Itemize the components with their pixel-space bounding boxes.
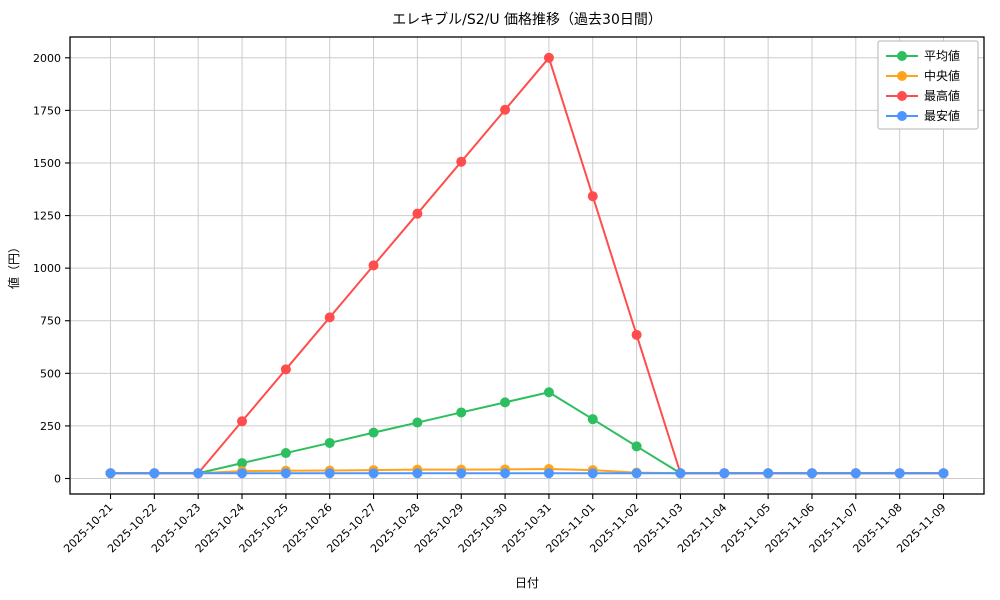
y-tick-label: 1500 — [33, 157, 61, 170]
series-point-min — [719, 468, 730, 479]
series-point-average — [280, 448, 291, 459]
series-point-min — [894, 468, 905, 479]
chart-plot-area: 0250500750100012501500175020002025-10-21… — [33, 36, 985, 555]
series-point-min — [850, 468, 861, 479]
x-axis-label: 日付 — [515, 576, 539, 590]
series-point-min — [456, 468, 467, 479]
series-point-min — [237, 468, 248, 479]
y-tick-label: 1750 — [33, 104, 61, 117]
legend-marker-min — [897, 111, 907, 121]
y-axis-label: 値（円） — [6, 241, 21, 289]
y-tick-label: 500 — [40, 367, 61, 380]
series-point-min — [149, 468, 160, 479]
y-tick-label: 750 — [40, 315, 61, 328]
series-point-max — [543, 52, 554, 63]
series-point-max — [456, 156, 467, 167]
series-point-max — [324, 312, 335, 323]
series-point-min — [587, 468, 598, 479]
series-point-max — [500, 104, 511, 115]
y-tick-label: 2000 — [33, 52, 61, 65]
series-point-min — [193, 468, 204, 479]
series-point-max — [280, 364, 291, 375]
series-point-min — [806, 468, 817, 479]
legend-marker-max — [897, 91, 907, 101]
legend-label-min: 最安値 — [924, 108, 960, 123]
series-point-average — [237, 458, 248, 469]
series-point-max — [368, 260, 379, 271]
series-point-min — [324, 468, 335, 479]
y-tick-label: 250 — [40, 420, 61, 433]
series-point-min — [368, 468, 379, 479]
legend-label-max: 最高値 — [924, 88, 960, 103]
series-line-max — [110, 56, 944, 475]
legend-box — [877, 40, 979, 130]
series-point-max — [412, 208, 423, 219]
series-point-max — [237, 416, 248, 427]
plot-border — [69, 36, 985, 495]
series-point-min — [763, 468, 774, 479]
series-point-min — [675, 468, 686, 479]
series-point-average — [500, 397, 511, 408]
series-point-max — [587, 191, 598, 202]
legend-label-median: 中央値 — [924, 68, 960, 83]
series-point-average — [631, 441, 642, 452]
series-point-average — [412, 417, 423, 428]
y-tick-label: 1250 — [33, 210, 61, 223]
legend-marker-median — [897, 71, 907, 81]
series-point-max — [631, 329, 642, 340]
chart-title: エレキブル/S2/U 価格推移（過去30日間） — [392, 11, 662, 28]
series-point-min — [412, 468, 423, 479]
series-line-average — [110, 391, 944, 475]
series-point-min — [938, 468, 949, 479]
series-point-average — [368, 427, 379, 438]
y-tick-label: 0 — [54, 473, 61, 486]
legend-marker-average — [897, 51, 907, 61]
series-point-average — [587, 414, 598, 425]
series-point-min — [280, 468, 291, 479]
series-point-min — [543, 468, 554, 479]
series-point-average — [324, 437, 335, 448]
series-point-min — [500, 468, 511, 479]
series-point-average — [543, 387, 554, 398]
series-point-min — [105, 468, 116, 479]
legend-label-average: 平均値 — [924, 48, 960, 63]
y-tick-label: 1000 — [33, 262, 61, 275]
series-point-min — [631, 468, 642, 479]
series-point-average — [456, 407, 467, 418]
